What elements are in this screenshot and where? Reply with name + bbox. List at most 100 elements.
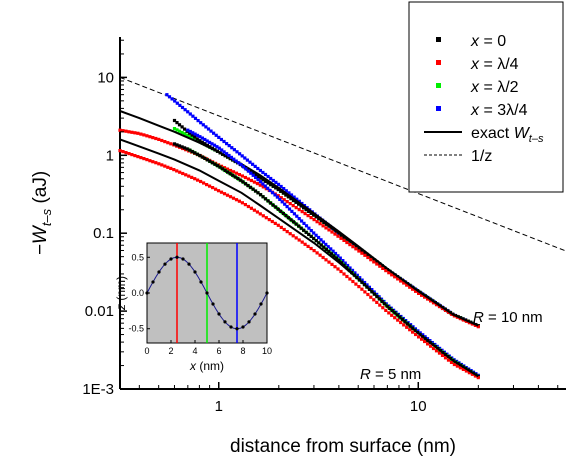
data-point-x3q <box>193 116 198 120</box>
data-point-xq <box>246 204 250 209</box>
data-point-x3q <box>348 266 352 270</box>
legend-variable: x <box>470 56 480 73</box>
data-point-x3q <box>196 119 200 123</box>
exact-curve <box>119 138 479 378</box>
data-point-x0 <box>205 158 209 162</box>
inset-point <box>175 255 179 259</box>
data-point-x3q <box>170 97 174 101</box>
y-tick-label: 10 <box>97 69 114 86</box>
inset-x-tick-label: 8 <box>240 346 245 356</box>
data-point-x3q <box>230 146 234 150</box>
data-point-x3q <box>421 333 425 337</box>
data-point-x0 <box>208 159 212 163</box>
series-layer <box>118 93 480 380</box>
data-point-x0 <box>304 230 308 234</box>
data-point-xq <box>437 351 442 355</box>
data-point-xq <box>381 306 385 310</box>
data-point-xq <box>255 210 259 214</box>
data-point-x3q <box>433 342 437 347</box>
data-point-x3q <box>212 143 217 147</box>
data-point-xq <box>303 242 307 246</box>
data-point-x3q <box>418 331 422 335</box>
data-point-xq <box>455 364 459 368</box>
data-point-x3q <box>329 247 333 251</box>
data-point-xq <box>321 224 325 228</box>
data-point-x0 <box>269 183 273 187</box>
data-point-xq <box>345 274 349 279</box>
data-point-x3q <box>186 110 190 114</box>
data-point-x0 <box>205 143 209 147</box>
data-point-x3q <box>251 162 255 166</box>
data-point-x3q <box>425 337 430 341</box>
data-point-x0 <box>180 145 184 149</box>
data-point-x3q <box>295 214 299 218</box>
data-point-x0 <box>251 171 255 175</box>
data-point-xq <box>357 285 361 289</box>
data-point-xq <box>121 150 125 154</box>
data-point-xq <box>261 214 265 218</box>
data-point-x3q <box>297 217 301 221</box>
legend-label: x = λ/4 <box>470 56 519 73</box>
data-point-x0 <box>334 256 339 260</box>
data-point-xq <box>339 269 343 274</box>
data-point-x0 <box>319 243 323 247</box>
data-point-x3q <box>248 160 252 164</box>
data-point-xq <box>300 240 304 244</box>
data-point-x0 <box>307 209 311 213</box>
data-point-xq <box>133 131 137 135</box>
data-point-xq <box>396 277 400 281</box>
data-point-xq <box>231 196 236 200</box>
data-point-xq <box>348 243 352 247</box>
legend-box <box>408 1 564 193</box>
data-point-xq <box>234 171 239 175</box>
data-point-x3q <box>428 339 432 343</box>
data-point-x0 <box>195 152 199 156</box>
data-point-x3q <box>331 249 335 253</box>
data-point-x0 <box>294 222 298 226</box>
legend-value: = 0 <box>479 33 506 50</box>
legend-label: x = λ/2 <box>470 79 519 96</box>
data-point-xq <box>222 166 227 170</box>
data-point-x0 <box>334 229 339 234</box>
data-point-x0 <box>329 226 334 230</box>
data-point-xq <box>187 174 191 178</box>
data-point-x0 <box>276 207 280 211</box>
data-point-xq <box>205 183 209 187</box>
data-point-xq <box>414 332 418 337</box>
data-point-xq <box>285 230 289 234</box>
data-point-xq <box>324 258 328 262</box>
legend-value: = λ/4 <box>479 56 519 73</box>
data-point-x0 <box>198 139 202 143</box>
data-point-x3q <box>193 132 197 136</box>
data-point-xq <box>411 330 415 334</box>
data-point-xq <box>282 227 286 232</box>
inset-point <box>205 291 209 295</box>
data-point-x3q <box>191 131 195 135</box>
data-point-x3q <box>321 240 325 244</box>
data-point-x3q <box>195 133 200 137</box>
y-tick-label: 0.01 <box>85 303 114 320</box>
data-point-xq <box>136 155 140 159</box>
data-point-xq <box>228 195 233 199</box>
data-point-x3q <box>186 128 190 132</box>
data-point-xq <box>402 281 406 285</box>
data-point-x3q <box>263 172 268 177</box>
y-tick-label: 0.1 <box>93 225 114 242</box>
data-point-x0 <box>183 127 187 131</box>
data-point-xq <box>375 262 379 266</box>
data-point-xq <box>267 218 271 222</box>
data-point-xq <box>417 335 421 339</box>
data-point-x3q <box>249 171 253 175</box>
data-point-x3q <box>180 105 185 110</box>
data-point-x0 <box>248 169 252 173</box>
data-point-xq <box>431 346 436 351</box>
data-point-xq <box>318 253 322 257</box>
data-point-x0 <box>347 239 351 243</box>
data-point-xq <box>282 198 286 202</box>
data-point-xq <box>312 249 316 253</box>
legend-variable: x <box>470 102 480 119</box>
data-point-xq <box>202 181 206 185</box>
data-point-xh <box>188 134 192 138</box>
data-point-x0 <box>218 165 222 169</box>
